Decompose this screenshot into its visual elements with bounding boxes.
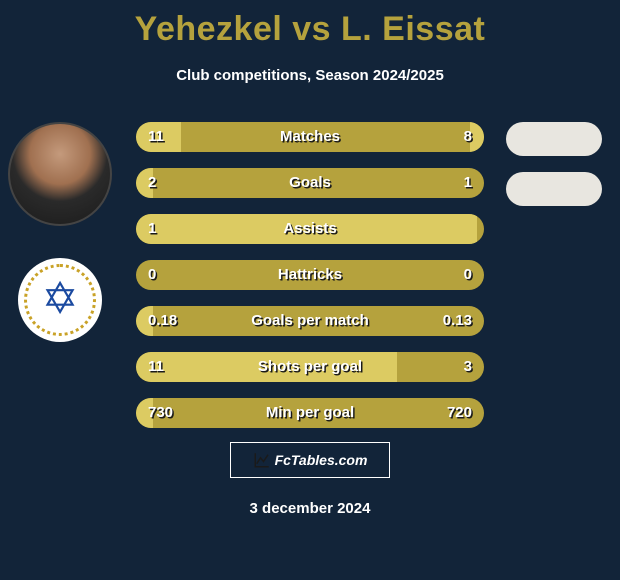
stat-label: Hattricks — [136, 260, 484, 290]
stat-label: Min per goal — [136, 398, 484, 428]
stat-row: 0Hattricks0 — [136, 260, 484, 290]
watermark: FcTables.com — [230, 442, 390, 478]
placeholder-pill — [506, 172, 602, 206]
stat-label: Goals — [136, 168, 484, 198]
stat-row: 2Goals1 — [136, 168, 484, 198]
chart-icon — [253, 451, 271, 469]
stat-row: 730Min per goal720 — [136, 398, 484, 428]
stats-table: 11Matches82Goals11Assists0Hattricks00.18… — [136, 122, 484, 444]
stat-label: Matches — [136, 122, 484, 152]
stat-value-right: 3 — [464, 352, 472, 382]
stat-value-right: 1 — [464, 168, 472, 198]
watermark-text: FcTables.com — [275, 452, 368, 468]
stat-label: Goals per match — [136, 306, 484, 336]
stat-row: 11Matches8 — [136, 122, 484, 152]
stat-label: Assists — [136, 214, 484, 244]
stat-value-right: 0 — [464, 260, 472, 290]
page-title: Yehezkel vs L. Eissat — [0, 0, 620, 49]
player-avatar — [8, 122, 112, 226]
club-crest — [18, 258, 102, 342]
stat-value-right: 8 — [464, 122, 472, 152]
stat-row: 1Assists — [136, 214, 484, 244]
placeholder-pill — [506, 122, 602, 156]
stat-row: 11Shots per goal3 — [136, 352, 484, 382]
stat-row: 0.18Goals per match0.13 — [136, 306, 484, 336]
page-subtitle: Club competitions, Season 2024/2025 — [0, 67, 620, 84]
date-label: 3 december 2024 — [0, 500, 620, 517]
stat-value-right: 0.13 — [443, 306, 472, 336]
stat-label: Shots per goal — [136, 352, 484, 382]
stat-value-right: 720 — [447, 398, 472, 428]
